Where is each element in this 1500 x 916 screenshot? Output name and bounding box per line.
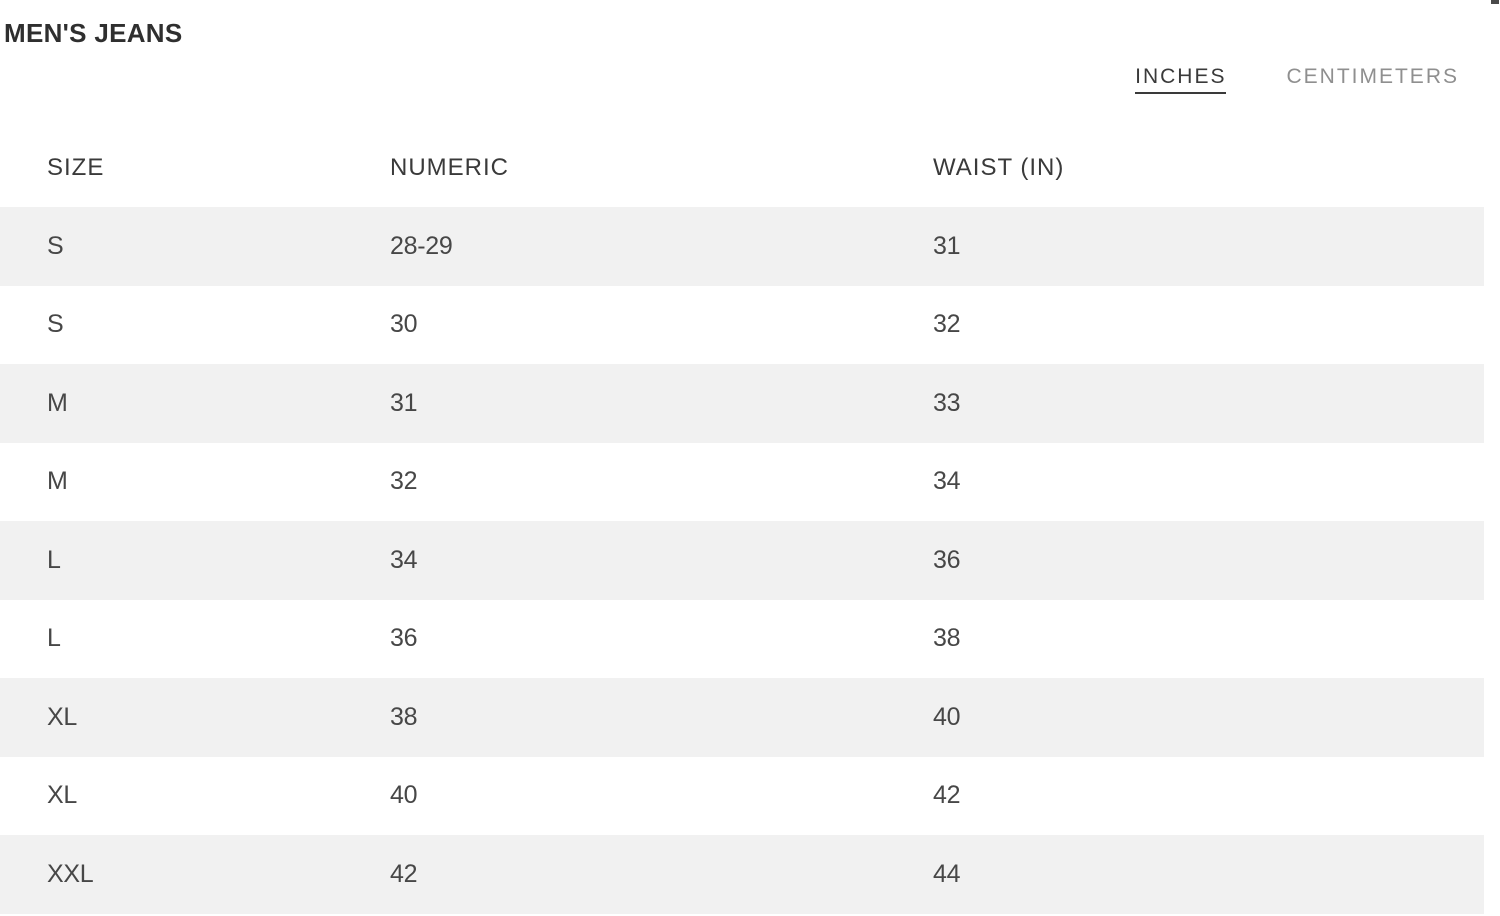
unit-option-inches[interactable]: INCHES <box>1135 66 1227 94</box>
unit-toggle: INCHES CENTIMETERS <box>1135 66 1459 94</box>
table-cell: S <box>47 231 64 260</box>
table-cell: 34 <box>933 467 961 496</box>
table-cell: L <box>47 624 61 653</box>
table-cell: 42 <box>390 859 418 888</box>
table-cell: 40 <box>933 702 961 731</box>
table-cell: XL <box>47 702 77 731</box>
table-cell: 38 <box>390 702 418 731</box>
column-header-numeric: NUMERIC <box>390 154 509 181</box>
table-cell: 30 <box>390 310 418 339</box>
table-row: M 31 33 <box>0 364 1484 443</box>
table-row: XXL 42 44 <box>0 835 1484 914</box>
size-table: SIZE NUMERIC WAIST (IN) S 28-29 31 S 30 32 M 31… <box>0 129 1484 914</box>
column-header-waist: WAIST (IN) <box>933 154 1065 181</box>
table-cell: 42 <box>933 781 961 810</box>
table-row: S 28-29 31 <box>0 207 1484 286</box>
table-cell: 32 <box>933 310 961 339</box>
table-cell: 40 <box>390 781 418 810</box>
table-cell: 44 <box>933 859 961 888</box>
table-cell: XXL <box>47 859 94 888</box>
table-cell: M <box>47 467 68 496</box>
table-cell: XL <box>47 781 77 810</box>
table-cell: 38 <box>933 624 961 653</box>
table-cell: L <box>47 545 61 574</box>
page-title: MEN'S JEANS <box>4 18 183 48</box>
table-row: M 32 34 <box>0 443 1484 522</box>
table-cell: 31 <box>933 231 961 260</box>
table-cell: 34 <box>390 545 418 574</box>
table-body: S 28-29 31 S 30 32 M 31 33 M 32 34 L 34 36 L 36 38 XL 38 40 X… <box>0 207 1484 914</box>
table-row: S 30 32 <box>0 286 1484 365</box>
table-header: SIZE NUMERIC WAIST (IN) <box>0 129 1484 207</box>
scrollbar-thumb[interactable] <box>1491 0 1499 4</box>
unit-option-centimeters[interactable]: CENTIMETERS <box>1286 65 1459 88</box>
column-header-size: SIZE <box>47 154 105 181</box>
table-cell: M <box>47 388 68 417</box>
table-cell: 36 <box>390 624 418 653</box>
table-row: XL 38 40 <box>0 678 1484 757</box>
table-cell: S <box>47 310 64 339</box>
table-cell: 33 <box>933 388 961 417</box>
table-cell: 32 <box>390 467 418 496</box>
table-cell: 31 <box>390 388 418 417</box>
table-row: XL 40 42 <box>0 757 1484 836</box>
table-cell: 28-29 <box>390 231 453 260</box>
table-row: L 36 38 <box>0 600 1484 679</box>
table-row: L 34 36 <box>0 521 1484 600</box>
table-cell: 36 <box>933 545 961 574</box>
